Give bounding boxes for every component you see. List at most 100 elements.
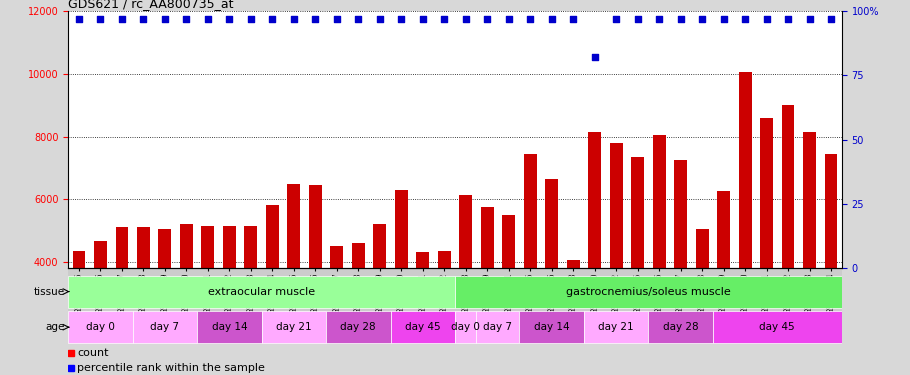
Bar [782, 105, 794, 375]
Point [329, 16, 344, 22]
Text: day 21: day 21 [599, 322, 634, 332]
Bar [803, 132, 816, 375]
Bar [760, 118, 773, 375]
Bar [524, 154, 537, 375]
Point [287, 16, 301, 22]
Bar [460, 195, 472, 375]
Bar [477, 311, 520, 343]
Text: extraocular muscle: extraocular muscle [208, 286, 315, 297]
Point [394, 16, 409, 22]
Point [308, 16, 323, 22]
Point [480, 16, 494, 22]
Bar [94, 242, 107, 375]
Bar [352, 243, 365, 375]
Bar [480, 207, 493, 375]
Bar [223, 226, 236, 375]
Bar [610, 143, 622, 375]
Text: day 14: day 14 [212, 322, 248, 332]
Point [587, 54, 602, 60]
Bar [502, 215, 515, 375]
Bar [455, 276, 842, 308]
Point [179, 16, 194, 22]
Bar [674, 160, 687, 375]
Point [781, 16, 795, 22]
Point [437, 16, 451, 22]
Bar [180, 224, 193, 375]
Point [501, 16, 516, 22]
Bar [201, 226, 215, 375]
Text: day 45: day 45 [760, 322, 795, 332]
Point [738, 16, 753, 22]
Point [157, 16, 172, 22]
Point [609, 16, 623, 22]
Text: day 0: day 0 [451, 322, 480, 332]
Bar [395, 190, 408, 375]
Point [803, 16, 817, 22]
Text: GDS621 / rc_AA800735_at: GDS621 / rc_AA800735_at [68, 0, 234, 10]
Bar [68, 311, 133, 343]
Point [673, 16, 688, 22]
Bar [824, 154, 837, 375]
Point [652, 16, 666, 22]
Bar [567, 260, 580, 375]
Bar [288, 183, 300, 375]
Text: day 0: day 0 [86, 322, 115, 332]
Text: day 7: day 7 [150, 322, 179, 332]
Bar [455, 311, 477, 343]
Point [115, 16, 129, 22]
Point [716, 16, 731, 22]
Bar [648, 311, 713, 343]
Bar [245, 226, 258, 375]
Bar [632, 157, 644, 375]
Point [695, 16, 710, 22]
Point [523, 16, 538, 22]
Bar [438, 251, 450, 375]
Bar [158, 229, 171, 375]
Bar [520, 311, 584, 343]
Point [93, 16, 107, 22]
Point [544, 16, 559, 22]
Bar [330, 246, 343, 375]
Bar [308, 185, 322, 375]
Text: day 28: day 28 [340, 322, 376, 332]
Bar [584, 311, 648, 343]
Text: percentile rank within the sample: percentile rank within the sample [77, 363, 265, 374]
Bar [713, 311, 842, 343]
Point [372, 16, 387, 22]
Bar [717, 191, 730, 375]
Bar [137, 227, 150, 375]
Bar [652, 135, 665, 375]
Point [416, 16, 430, 22]
Point [566, 16, 581, 22]
Bar [133, 311, 197, 343]
Point [136, 16, 151, 22]
Point [759, 16, 774, 22]
Bar [116, 227, 128, 375]
Text: day 21: day 21 [276, 322, 311, 332]
Point [351, 16, 366, 22]
Bar [390, 311, 455, 343]
Bar [739, 72, 752, 375]
Bar [68, 276, 455, 308]
Text: tissue: tissue [34, 286, 65, 297]
Text: gastrocnemius/soleus muscle: gastrocnemius/soleus muscle [566, 286, 731, 297]
Point [200, 16, 215, 22]
Text: day 28: day 28 [662, 322, 698, 332]
Bar [197, 311, 262, 343]
Text: age: age [45, 322, 65, 332]
Bar [73, 251, 86, 375]
Bar [545, 179, 558, 375]
Bar [262, 311, 326, 343]
Text: day 45: day 45 [405, 322, 440, 332]
Bar [416, 252, 430, 375]
Point [72, 16, 86, 22]
Point [244, 16, 258, 22]
Point [631, 16, 645, 22]
Bar [266, 206, 278, 375]
Bar [588, 132, 602, 375]
Bar [695, 229, 709, 375]
Point [222, 16, 237, 22]
Bar [326, 311, 390, 343]
Point [824, 16, 838, 22]
Point [459, 16, 473, 22]
